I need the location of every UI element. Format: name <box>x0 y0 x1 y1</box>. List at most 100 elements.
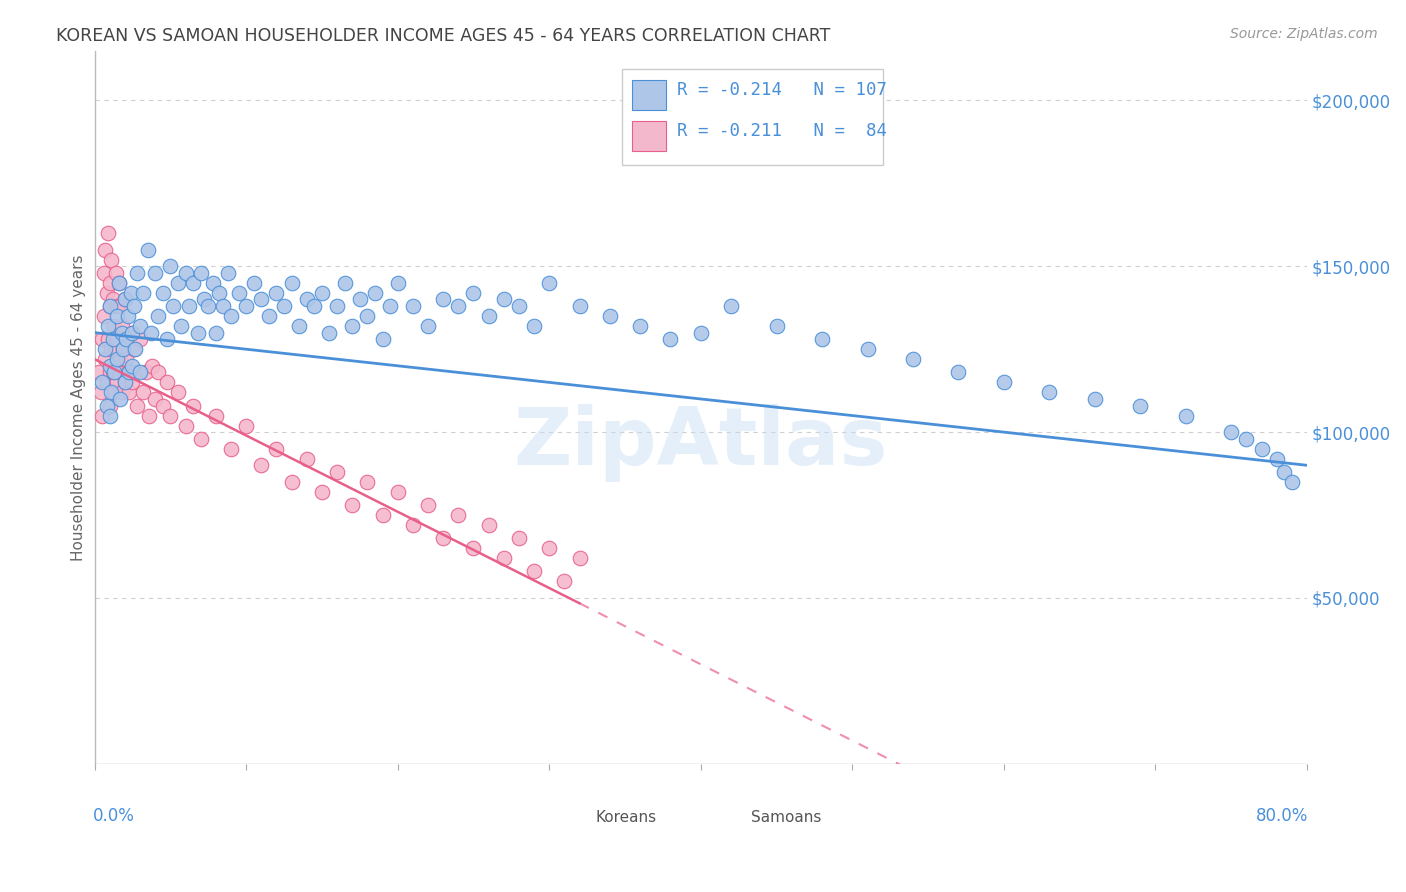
Point <box>98 399 121 413</box>
Point <box>118 385 141 400</box>
Point <box>111 385 134 400</box>
Point <box>129 318 152 333</box>
Point <box>720 299 742 313</box>
Point <box>356 475 378 489</box>
Point <box>599 309 621 323</box>
Point <box>114 332 136 346</box>
Point <box>110 299 132 313</box>
Point <box>114 293 136 307</box>
Point <box>98 409 121 423</box>
Point <box>553 574 575 589</box>
Point <box>94 243 117 257</box>
Point <box>111 326 134 340</box>
Point <box>266 285 288 300</box>
Point <box>141 359 163 373</box>
Point <box>104 266 127 280</box>
Point <box>463 541 485 556</box>
Point <box>93 309 115 323</box>
Point <box>190 266 212 280</box>
Point <box>96 376 118 390</box>
Point <box>1265 451 1288 466</box>
Point <box>125 266 148 280</box>
Point <box>371 332 394 346</box>
Point <box>101 293 124 307</box>
Point <box>117 309 139 323</box>
Point <box>138 409 160 423</box>
Point <box>349 293 371 307</box>
Point <box>201 276 224 290</box>
Point <box>492 293 515 307</box>
Point <box>159 409 181 423</box>
Point <box>197 299 219 313</box>
Point <box>765 318 787 333</box>
Point <box>93 266 115 280</box>
Point <box>219 442 242 456</box>
Point <box>628 318 651 333</box>
Point <box>124 366 146 380</box>
Point <box>156 376 179 390</box>
Point <box>98 359 121 373</box>
Point <box>143 392 166 406</box>
Text: Koreans: Koreans <box>595 810 657 825</box>
Point <box>121 326 143 340</box>
Point <box>97 332 120 346</box>
Point <box>190 432 212 446</box>
Point <box>856 342 879 356</box>
Point <box>492 551 515 566</box>
Point <box>402 299 425 313</box>
Point <box>378 299 401 313</box>
Point <box>402 518 425 533</box>
Point <box>148 309 170 323</box>
Point <box>295 293 318 307</box>
Point <box>689 326 711 340</box>
Point <box>104 342 127 356</box>
Point <box>387 484 409 499</box>
Point <box>318 326 340 340</box>
Point <box>273 299 295 313</box>
Point <box>105 299 128 313</box>
Point <box>280 475 302 489</box>
FancyBboxPatch shape <box>561 801 588 822</box>
Point <box>193 293 215 307</box>
Point <box>371 508 394 522</box>
Point <box>136 243 159 257</box>
Point <box>1272 465 1295 479</box>
Point <box>187 326 209 340</box>
Point <box>115 332 138 346</box>
Point <box>98 366 121 380</box>
FancyBboxPatch shape <box>621 69 883 165</box>
Point <box>129 332 152 346</box>
Point <box>204 409 226 423</box>
Point <box>143 266 166 280</box>
Point <box>288 318 311 333</box>
Point <box>114 293 136 307</box>
Point <box>117 366 139 380</box>
Point <box>463 285 485 300</box>
Point <box>105 309 128 323</box>
Point <box>659 332 682 346</box>
Point <box>121 359 143 373</box>
Point <box>111 318 134 333</box>
Point <box>333 276 356 290</box>
Point <box>100 342 122 356</box>
Point <box>174 418 197 433</box>
Point <box>326 299 349 313</box>
Point <box>177 299 200 313</box>
Point <box>342 318 364 333</box>
FancyBboxPatch shape <box>631 80 665 110</box>
Point <box>508 299 530 313</box>
Text: ZipAtlas: ZipAtlas <box>513 404 889 482</box>
Point <box>100 252 122 267</box>
Point <box>110 392 132 406</box>
Text: Source: ZipAtlas.com: Source: ZipAtlas.com <box>1230 27 1378 41</box>
Point <box>156 332 179 346</box>
Point <box>110 352 132 367</box>
Point <box>118 366 141 380</box>
Point <box>139 326 162 340</box>
Point <box>1281 475 1303 489</box>
Point <box>108 276 131 290</box>
Point <box>121 376 143 390</box>
Point <box>98 276 121 290</box>
Y-axis label: Householder Income Ages 45 - 64 years: Householder Income Ages 45 - 64 years <box>72 254 86 560</box>
Point <box>115 352 138 367</box>
